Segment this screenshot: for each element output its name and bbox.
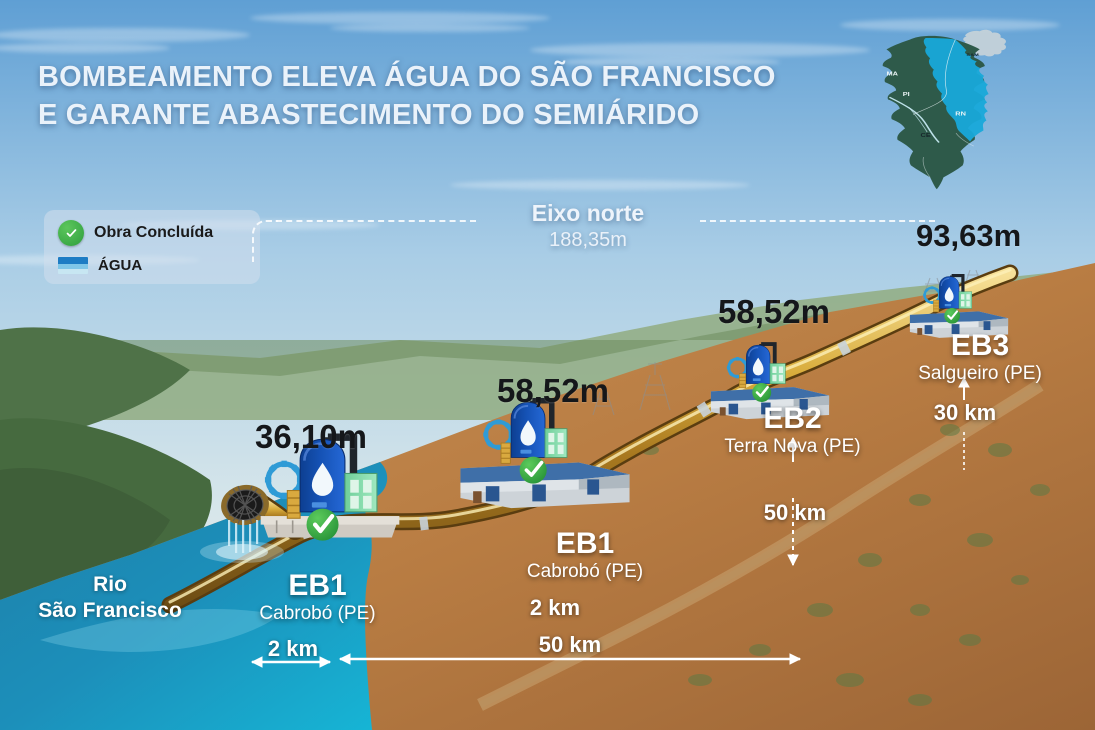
svg-text:CE: CE bbox=[921, 133, 931, 139]
svg-text:MA: MA bbox=[886, 71, 898, 77]
svg-text:SAM: SAM bbox=[966, 53, 978, 58]
svg-text:RN: RN bbox=[955, 111, 966, 117]
svg-text:PI: PI bbox=[903, 92, 910, 98]
